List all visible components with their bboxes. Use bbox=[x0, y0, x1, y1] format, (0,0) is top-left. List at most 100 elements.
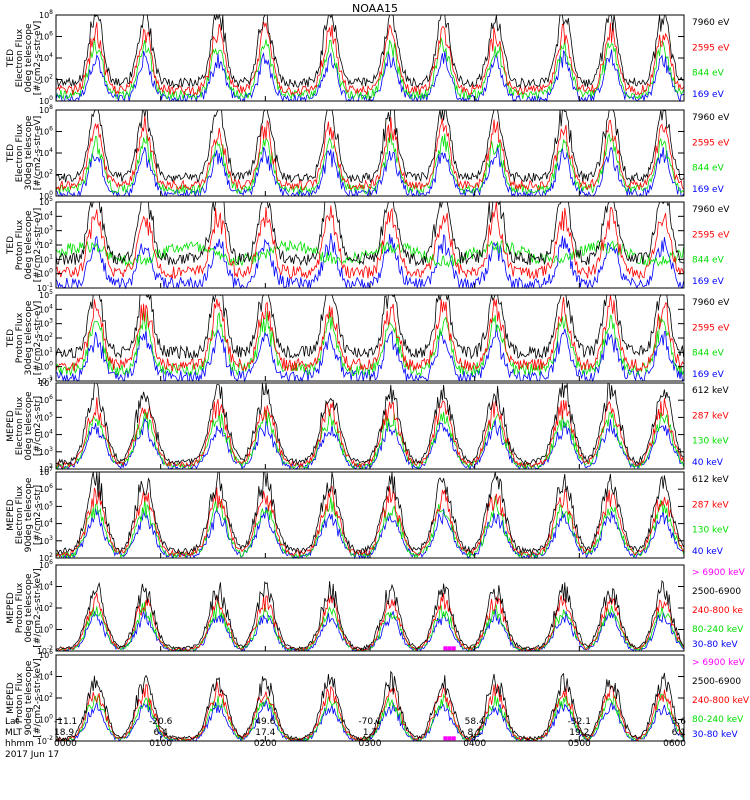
ytick-exponent: 5 bbox=[49, 289, 53, 296]
xtick-label-5-1: 19.2 bbox=[569, 728, 589, 738]
panel-7-ytick-label-1: 100 bbox=[39, 624, 53, 635]
ylabel-line-1: TED bbox=[6, 236, 16, 255]
panel-4-legend-4: 169 eV bbox=[692, 370, 725, 380]
panel-6-ylabel: MEPEDElectron Flux90deg telescope[#/cm2-… bbox=[6, 477, 43, 552]
ylabel-line-2: Electron Flux bbox=[15, 485, 25, 544]
ytick-exponent: 2 bbox=[49, 463, 53, 470]
panel-5-legend-1: 612 keV bbox=[692, 386, 729, 396]
ylabel-line-3: 0deg telescope bbox=[24, 210, 34, 280]
ylabel-line-4: [#/cm2-s-str-keV] bbox=[33, 658, 43, 737]
panel-6-series-1 bbox=[55, 471, 684, 556]
panel-1-ytick-label-4: 108 bbox=[39, 9, 53, 20]
panel-8-legend-5: 30-80 keV bbox=[692, 730, 738, 740]
ytick-exponent: 4 bbox=[49, 52, 53, 59]
panel-8-mark-1 bbox=[447, 736, 452, 741]
panel-7-series-4 bbox=[55, 600, 684, 653]
ylabel-line-4: [#/cm2-s-str-keV] bbox=[33, 568, 43, 647]
xaxis-row-label-3: hhmm bbox=[5, 739, 34, 749]
panel-1-series-1 bbox=[55, 13, 684, 89]
panel-1-ytick-label-2: 104 bbox=[39, 52, 53, 63]
panel-7-ytick-label-2: 102 bbox=[39, 602, 53, 613]
panel-5-ytick-label-5: 107 bbox=[39, 377, 53, 388]
panel-7-ytick-label-4: 106 bbox=[39, 559, 53, 570]
ytick-exponent: 7 bbox=[49, 466, 53, 473]
ylabel-line-1: MEPED bbox=[6, 592, 16, 624]
ylabel-line-2: Electron Flux bbox=[15, 28, 25, 87]
panel-4-series-2 bbox=[55, 294, 684, 373]
panel-2-legend-2: 2595 eV bbox=[692, 138, 730, 148]
xtick-label-6-1: 6.1 bbox=[672, 728, 686, 738]
xaxis-date: 2017 Jun 17 bbox=[5, 750, 59, 760]
panel-2-series-3 bbox=[55, 132, 684, 196]
xtick-label-5-2: 0500 bbox=[568, 739, 591, 749]
ytick-exponent: 5 bbox=[49, 500, 53, 507]
ytick-exponent: 2 bbox=[49, 169, 53, 176]
panel-8-mark-0 bbox=[443, 736, 448, 741]
panel-3-ytick-label-1: 100 bbox=[39, 268, 53, 279]
panel-3-ylabel: TEDProton Flux0deg telescope[#/cm2-s-str… bbox=[6, 208, 43, 283]
panel-7-legend-2: 2500-6900 bbox=[692, 587, 741, 597]
ylabel-line-3: 0deg telescope bbox=[24, 23, 34, 93]
ytick-exponent: 0 bbox=[49, 361, 53, 368]
panel-4-series-4 bbox=[55, 324, 684, 383]
panel-3-ytick-label-4: 103 bbox=[39, 225, 53, 236]
panel-4-legend-2: 2595 eV bbox=[692, 323, 730, 333]
ytick-exponent: 4 bbox=[49, 581, 53, 588]
panel-8-ytick-label-0: 10-2 bbox=[37, 735, 53, 746]
panel-3-legend-4: 169 eV bbox=[692, 277, 725, 287]
ytick-exponent: 5 bbox=[49, 196, 53, 203]
panel-8-legend-3: 240-800 keV bbox=[692, 696, 750, 706]
panel-2-ytick-label-1: 102 bbox=[39, 169, 53, 180]
panel-8-series-2 bbox=[55, 670, 684, 742]
ylabel-line-4: [#/cm2-s-str-eV] bbox=[33, 21, 43, 96]
panel-1-legend-3: 844 eV bbox=[692, 69, 725, 79]
xtick-label-3-1: 1.7 bbox=[363, 728, 377, 738]
ytick-exponent: 8 bbox=[49, 9, 53, 16]
ytick-exponent: -1 bbox=[47, 282, 53, 289]
ylabel-line-3: 0deg telescope bbox=[24, 391, 34, 461]
ylabel-line-2: Proton Flux bbox=[15, 582, 25, 633]
panel-5-legend-2: 287 keV bbox=[692, 411, 729, 421]
panel-5-ylabel: MEPEDElectron Flux0deg telescope[#/cm2-s… bbox=[6, 391, 43, 461]
panel-4-ytick-label-6: 105 bbox=[39, 289, 53, 300]
panel-6-ytick-label-0: 102 bbox=[39, 552, 53, 563]
xaxis-row-label-1: Lat bbox=[5, 717, 20, 727]
panel-8-ytick-label-3: 104 bbox=[39, 671, 53, 682]
panel-1-series-4 bbox=[55, 49, 684, 103]
panel-5-series-1 bbox=[55, 382, 684, 466]
panel-1-series-2 bbox=[55, 21, 684, 97]
panel-2-ylabel: TEDElectron Flux30deg telescope[#/cm2-s-… bbox=[6, 115, 43, 190]
panel-7-mark-0 bbox=[443, 646, 448, 651]
ylabel-line-4: [#/cm2-s-str-eV] bbox=[33, 301, 43, 376]
panel-8-legend-2: 2500-6900 bbox=[692, 677, 741, 687]
ytick-exponent: 1 bbox=[49, 346, 53, 353]
ytick-exponent: 6 bbox=[49, 31, 53, 38]
panel-3-series-1 bbox=[55, 200, 684, 267]
panel-4-ytick-label-0: 10-1 bbox=[37, 375, 53, 386]
panel-7-legend-1: > 6900 keV bbox=[692, 568, 746, 578]
panel-2-ytick-label-4: 108 bbox=[39, 104, 53, 115]
ylabel-line-4: [#/cm2-s-str] bbox=[33, 485, 43, 545]
panel-6-series-2 bbox=[55, 485, 684, 558]
panel-3-series-2 bbox=[55, 201, 684, 280]
xtick-label-2-2: 0200 bbox=[254, 739, 277, 749]
ytick-exponent: 4 bbox=[49, 429, 53, 436]
panel-5: 102 103 104 105 106 107 MEPEDElectron Flux0deg… bbox=[6, 377, 729, 474]
xtick-label-3-2: 0300 bbox=[359, 739, 382, 749]
panel-1-ytick-label-1: 102 bbox=[39, 74, 53, 85]
xtick-label-6-0: 3.6 bbox=[672, 717, 687, 727]
xtick-label-2-0: 49.6 bbox=[255, 717, 275, 727]
xtick-label-2-1: 17.4 bbox=[255, 728, 275, 738]
ytick-exponent: 3 bbox=[49, 225, 53, 232]
ylabel-line-1: TED bbox=[6, 144, 16, 163]
panel-1-legend-4: 169 eV bbox=[692, 90, 725, 100]
panel-5-ytick-label-0: 102 bbox=[39, 463, 53, 474]
panel-5-ytick-label-3: 105 bbox=[39, 411, 53, 422]
ytick-exponent: 2 bbox=[49, 552, 53, 559]
panel-6-ytick-label-5: 107 bbox=[39, 466, 53, 477]
